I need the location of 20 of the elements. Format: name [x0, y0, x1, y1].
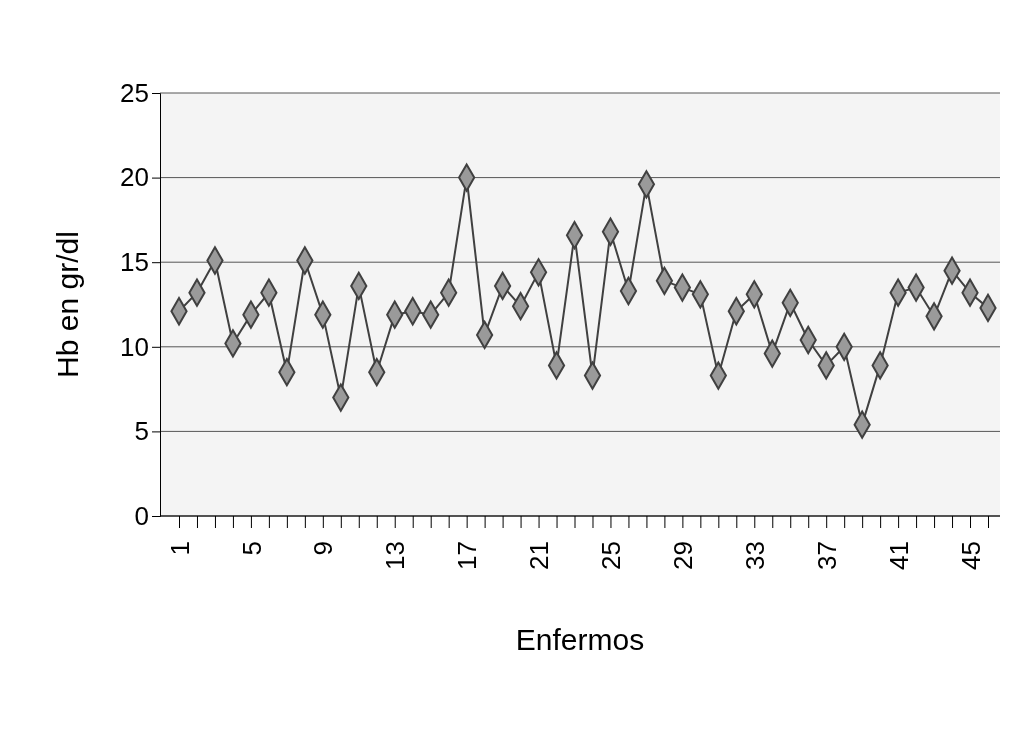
- x-tick-label: 37: [811, 541, 842, 570]
- x-tick-label: 45: [955, 541, 986, 570]
- x-tick-label: 13: [380, 541, 411, 570]
- x-tick-label: 9: [308, 541, 339, 556]
- x-tick-label: 17: [452, 541, 483, 570]
- y-tick-label: 0: [134, 500, 149, 531]
- x-tick-label: 33: [739, 541, 770, 570]
- y-tick-label: 10: [120, 331, 149, 362]
- y-tick-label: 5: [134, 416, 149, 447]
- x-tick-label: 25: [596, 541, 627, 570]
- y-tick-label: 20: [120, 162, 149, 193]
- x-tick-label: 29: [667, 541, 698, 570]
- x-axis-title: Enfermos: [515, 623, 645, 656]
- y-axis-title: Hb en gr/dl: [51, 231, 84, 378]
- y-tick-label: 15: [120, 247, 149, 278]
- x-tick-label: 5: [236, 541, 267, 556]
- x-tick-label: 1: [164, 541, 195, 556]
- x-tick-label: 41: [883, 541, 914, 570]
- x-tick-label: 21: [524, 541, 555, 570]
- y-tick-label: 25: [120, 77, 149, 108]
